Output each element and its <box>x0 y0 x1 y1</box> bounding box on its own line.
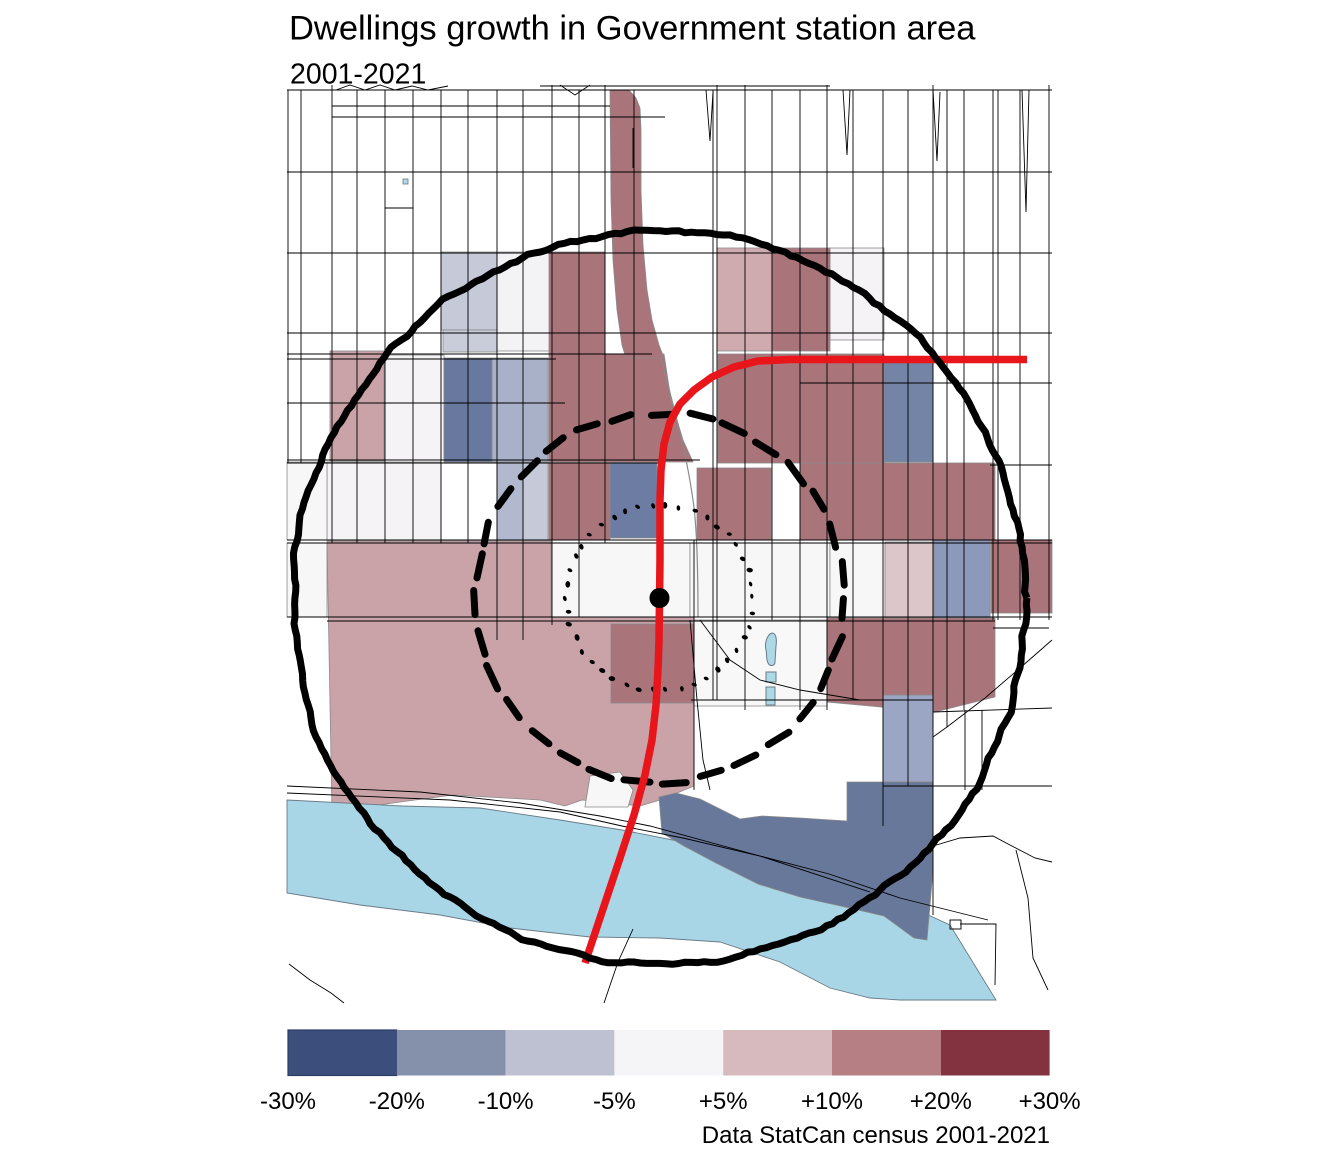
svg-text:-30%: -30% <box>260 1088 316 1115</box>
svg-text:Dwellings growth in Government: Dwellings growth in Government station a… <box>289 10 976 48</box>
svg-text:Data StatCan census 2001-2021: Data StatCan census 2001-2021 <box>702 1122 1050 1149</box>
svg-text:-5%: -5% <box>593 1088 636 1115</box>
svg-text:+20%: +20% <box>910 1088 972 1115</box>
svg-text:-20%: -20% <box>369 1088 425 1115</box>
svg-text:+5%: +5% <box>699 1088 748 1115</box>
svg-text:2001-2021: 2001-2021 <box>290 59 426 91</box>
svg-text:+30%: +30% <box>1019 1088 1081 1115</box>
svg-text:+10%: +10% <box>801 1088 863 1115</box>
svg-text:-10%: -10% <box>478 1088 534 1115</box>
